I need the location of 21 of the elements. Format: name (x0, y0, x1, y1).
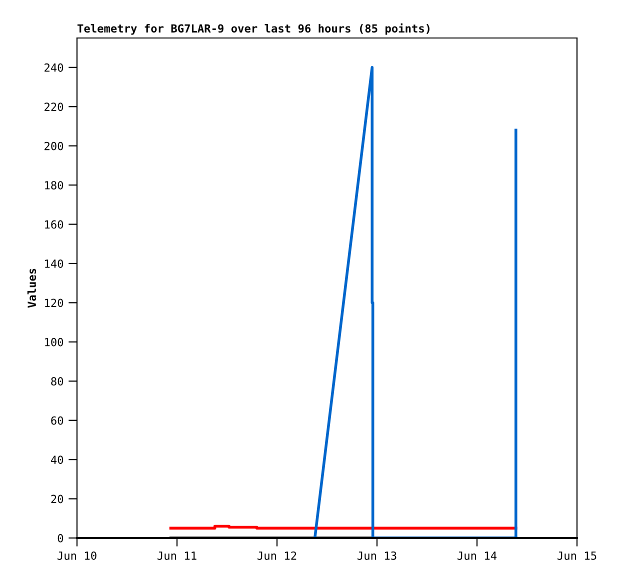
y-tick-label: 240 (44, 63, 64, 72)
chart-title: Telemetry for BG7LAR-9 over last 96 hours (85 points) (77, 23, 430, 35)
x-tick-label: Jun 12 (258, 551, 296, 560)
y-tick-label: 140 (45, 259, 64, 268)
y-tick-label: 40 (50, 456, 64, 464)
y-tick-label: 180 (45, 181, 64, 190)
y-tick-label: 120 (45, 298, 64, 308)
y-tick-label: 160 (45, 220, 64, 229)
y-axis-title: Values (27, 268, 36, 308)
x-tick-label: Jun 13 (358, 551, 396, 560)
y-tick-label: 80 (51, 377, 64, 386)
y-tick-label: 20 (51, 494, 64, 504)
x-tick-label: Jun 15 (558, 552, 596, 560)
y-tick-label: 220 (44, 102, 64, 112)
x-tick-label: Jun 10 (58, 551, 96, 560)
y-tick-label: 100 (45, 338, 64, 346)
x-tick-label: Jun 11 (158, 552, 196, 560)
y-tick-label: 60 (51, 416, 64, 425)
y-tick-label: 200 (44, 142, 64, 150)
x-tick-label: Jun 14 (458, 552, 497, 560)
y-tick-label: 0 (58, 534, 64, 542)
